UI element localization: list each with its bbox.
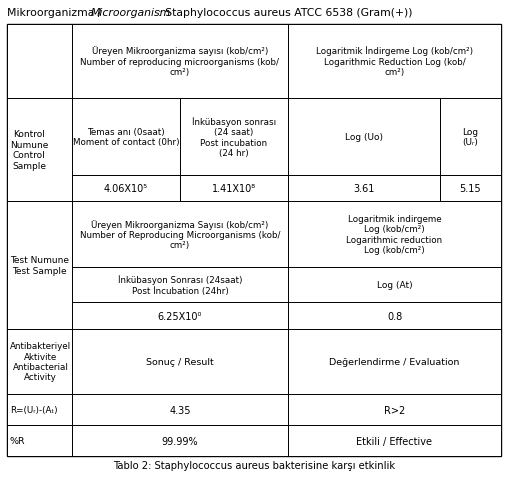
Text: Logaritmik İndirgeme Log (kob/cm²)
Logarithmic Reduction Log (kob/
cm²): Logaritmik İndirgeme Log (kob/cm²) Logar…	[316, 46, 473, 77]
Text: Kontrol
Numune
Control
Sample: Kontrol Numune Control Sample	[10, 130, 48, 170]
Bar	[72, 25, 288, 99]
Text: Etkili / Effective: Etkili / Effective	[357, 436, 432, 446]
Text: Sonuç / Result: Sonuç / Result	[146, 357, 214, 366]
Bar	[288, 25, 501, 99]
Bar	[7, 394, 72, 425]
Bar	[72, 303, 288, 329]
Text: 4.06X10⁵: 4.06X10⁵	[104, 184, 148, 194]
Bar	[72, 176, 180, 202]
Bar	[440, 99, 501, 176]
Bar	[440, 176, 501, 202]
Text: Antibakteriyel
Aktivite
Antibacterial
Activity: Antibakteriyel Aktivite Antibacterial Ac…	[10, 342, 71, 382]
Text: 5.15: 5.15	[460, 184, 481, 194]
Bar	[180, 176, 288, 202]
Text: 6.25X10⁰: 6.25X10⁰	[158, 311, 202, 321]
Bar	[7, 25, 501, 456]
Text: 1.41X10⁸: 1.41X10⁸	[212, 184, 256, 194]
Text: 99.99%: 99.99%	[162, 436, 198, 446]
Text: Log
(Uᵣ): Log (Uᵣ)	[462, 127, 479, 147]
Bar	[7, 425, 72, 456]
Text: Test Numune
Test Sample: Test Numune Test Sample	[10, 256, 69, 275]
Text: Tablo 2: Staphylococcus aureus bakterisine karşı etkinlik: Tablo 2: Staphylococcus aureus bakterisi…	[113, 460, 395, 470]
Bar	[72, 329, 288, 394]
Bar	[7, 202, 72, 329]
Bar	[288, 202, 501, 267]
Bar	[180, 99, 288, 176]
Bar	[288, 394, 501, 425]
Text: Üreyen Mikroorganizma Sayısı (kob/cm²)
Number of Reproducing Microorganisms (kob: Üreyen Mikroorganizma Sayısı (kob/cm²) N…	[80, 219, 280, 250]
Text: Mikroorganizma /: Mikroorganizma /	[7, 8, 105, 18]
Bar	[7, 25, 72, 99]
Text: Log (Uo): Log (Uo)	[345, 133, 383, 142]
Text: Değerlendirme / Evaluation: Değerlendirme / Evaluation	[329, 357, 460, 366]
Text: Logaritmik indirgeme
Log (kob/cm²)
Logarithmic reduction
Log (kob/cm²): Logaritmik indirgeme Log (kob/cm²) Logar…	[346, 214, 442, 255]
Text: R=(Uᵣ)-(Aₜ): R=(Uᵣ)-(Aₜ)	[10, 405, 57, 414]
Text: : Staphylococcus aureus ATCC 6538 (Gram(+)): : Staphylococcus aureus ATCC 6538 (Gram(…	[158, 8, 412, 18]
Bar	[7, 99, 72, 202]
Bar	[72, 267, 288, 303]
Text: R>2: R>2	[384, 405, 405, 415]
Bar	[72, 202, 288, 267]
Text: Log (At): Log (At)	[377, 281, 412, 289]
Bar	[7, 329, 72, 394]
Text: 0.8: 0.8	[387, 311, 402, 321]
Text: Temas anı (0saat)
Moment of contact (0hr): Temas anı (0saat) Moment of contact (0hr…	[73, 127, 179, 147]
Text: İnkübasyon Sonrası (24saat)
Post İncubation (24hr): İnkübasyon Sonrası (24saat) Post İncubat…	[118, 275, 242, 295]
Text: 4.35: 4.35	[169, 405, 190, 415]
Text: Microorganism: Microorganism	[91, 8, 171, 18]
Text: %R: %R	[10, 436, 25, 445]
Bar	[288, 99, 440, 176]
Text: İnkübasyon sonrası
(24 saat)
Post incubation
(24 hr): İnkübasyon sonrası (24 saat) Post incuba…	[192, 117, 276, 158]
Bar	[288, 425, 501, 456]
Bar	[72, 425, 288, 456]
Bar	[288, 303, 501, 329]
Bar	[288, 329, 501, 394]
Text: 3.61: 3.61	[353, 184, 375, 194]
Bar	[72, 394, 288, 425]
Bar	[288, 267, 501, 303]
Bar	[72, 99, 180, 176]
Text: Üreyen Mikroorganizma sayısı (kob/cm²)
Number of reproducing microorganisms (kob: Üreyen Mikroorganizma sayısı (kob/cm²) N…	[80, 46, 279, 77]
Bar	[288, 176, 440, 202]
